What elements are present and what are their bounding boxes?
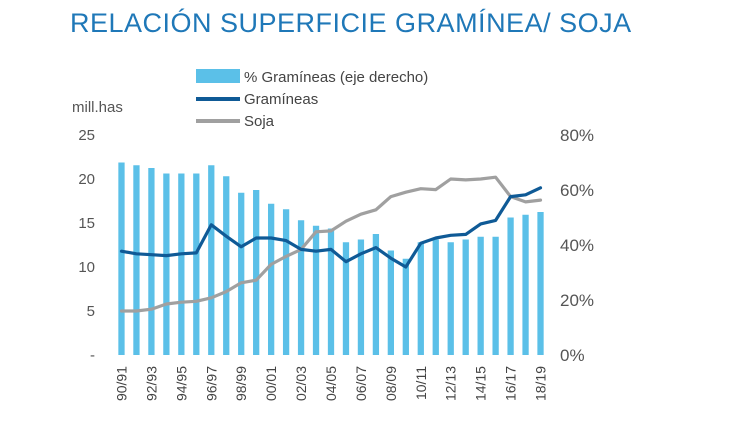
x-tick: 14/15 <box>473 366 489 401</box>
x-tick: 12/13 <box>443 366 459 401</box>
x-tick: 94/95 <box>173 366 189 401</box>
x-tick: 16/17 <box>503 366 519 401</box>
bar-16/17 <box>507 217 514 355</box>
y-left-tick: 20 <box>78 171 95 188</box>
bar-97/98 <box>223 176 230 355</box>
x-tick: 08/09 <box>383 366 399 401</box>
y-left-tick: 10 <box>78 259 95 276</box>
bar-94/95 <box>178 173 185 355</box>
y-left-tick: - <box>90 347 95 364</box>
bar-15/16 <box>492 236 499 355</box>
bar-18/19 <box>537 212 544 355</box>
x-tick: 96/97 <box>203 366 219 401</box>
legend-label-bar: % Gramíneas (eje derecho) <box>244 69 428 86</box>
bar-13/14 <box>462 239 469 355</box>
x-tick: 00/01 <box>263 366 279 401</box>
y-axis-label: mill.has <box>72 99 123 116</box>
bar-05/06 <box>342 242 350 355</box>
x-tick: 02/03 <box>293 366 309 401</box>
bar-06/07 <box>357 239 365 355</box>
y-axis-left: - 5 10 15 20 25 <box>78 127 95 364</box>
y-left-tick: 15 <box>78 215 95 232</box>
y-left-tick: 5 <box>87 303 95 320</box>
bar-91/92 <box>133 165 140 355</box>
bar-09/10 <box>402 258 409 355</box>
y-right-tick: 0% <box>560 346 585 365</box>
bar-98/99 <box>238 192 245 355</box>
y-left-tick: 25 <box>78 127 95 144</box>
y-right-tick: 40% <box>560 236 594 255</box>
legend-label-gramineas: Gramíneas <box>244 91 318 108</box>
y-right-tick: 80% <box>560 126 594 145</box>
bar-99/00 <box>253 190 260 355</box>
x-tick: 04/05 <box>323 366 339 401</box>
chart-title: RELACIÓN SUPERFICIE GRAMÍNEA/ SOJA <box>70 8 632 38</box>
legend: % Gramíneas (eje derecho) Gramíneas Soja <box>196 69 428 130</box>
bar-14/15 <box>477 236 484 355</box>
bar-03/04 <box>312 225 320 355</box>
y-right-tick: 60% <box>560 181 594 200</box>
bar-92/93 <box>148 168 155 355</box>
x-tick: 18/19 <box>533 366 549 401</box>
bar-93/94 <box>163 173 170 355</box>
y-right-tick: 20% <box>560 291 594 310</box>
bar-17/18 <box>522 214 529 355</box>
x-tick: 98/99 <box>233 366 249 401</box>
x-tick: 10/11 <box>413 366 429 400</box>
line-gramineas <box>119 186 543 269</box>
legend-swatch-bar <box>196 69 240 83</box>
line-series <box>119 175 543 313</box>
bar-10/11 <box>417 242 424 355</box>
bar-96/97 <box>208 165 215 355</box>
bar-95/96 <box>193 173 200 355</box>
bar-90/91 <box>118 162 125 355</box>
x-tick: 06/07 <box>353 366 369 401</box>
bar-00/01 <box>267 203 275 355</box>
bar-08/09 <box>387 250 395 355</box>
x-axis: 90/91 92/93 94/95 96/97 98/99 00/01 02/03 04/05… <box>113 366 548 401</box>
bar-11/12 <box>432 239 439 355</box>
bar-series <box>118 162 544 355</box>
bar-07/08 <box>372 234 380 355</box>
y-axis-right: 0% 20% 40% 60% 80% <box>560 126 594 365</box>
x-tick: 90/91 <box>113 366 129 401</box>
bar-12/13 <box>447 242 454 355</box>
bar-01/02 <box>282 209 290 355</box>
legend-label-soja: Soja <box>244 113 275 130</box>
bar-04/05 <box>327 228 335 355</box>
x-tick: 92/93 <box>143 366 159 401</box>
bar-02/03 <box>297 220 305 355</box>
line-soja <box>119 175 543 313</box>
